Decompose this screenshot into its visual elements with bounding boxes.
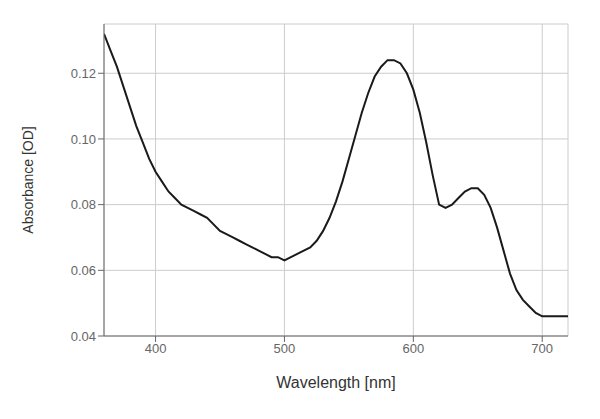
svg-text:0.08: 0.08 [71,197,96,212]
svg-text:Absorbance [OD]: Absorbance [OD] [20,126,36,233]
svg-text:400: 400 [145,341,167,356]
svg-text:0.12: 0.12 [71,66,96,81]
svg-text:600: 600 [402,341,424,356]
svg-text:0.10: 0.10 [71,132,96,147]
svg-text:0.04: 0.04 [71,329,96,344]
svg-text:700: 700 [531,341,553,356]
svg-text:0.06: 0.06 [71,263,96,278]
svg-text:Wavelength [nm]: Wavelength [nm] [276,374,395,391]
svg-text:500: 500 [274,341,296,356]
